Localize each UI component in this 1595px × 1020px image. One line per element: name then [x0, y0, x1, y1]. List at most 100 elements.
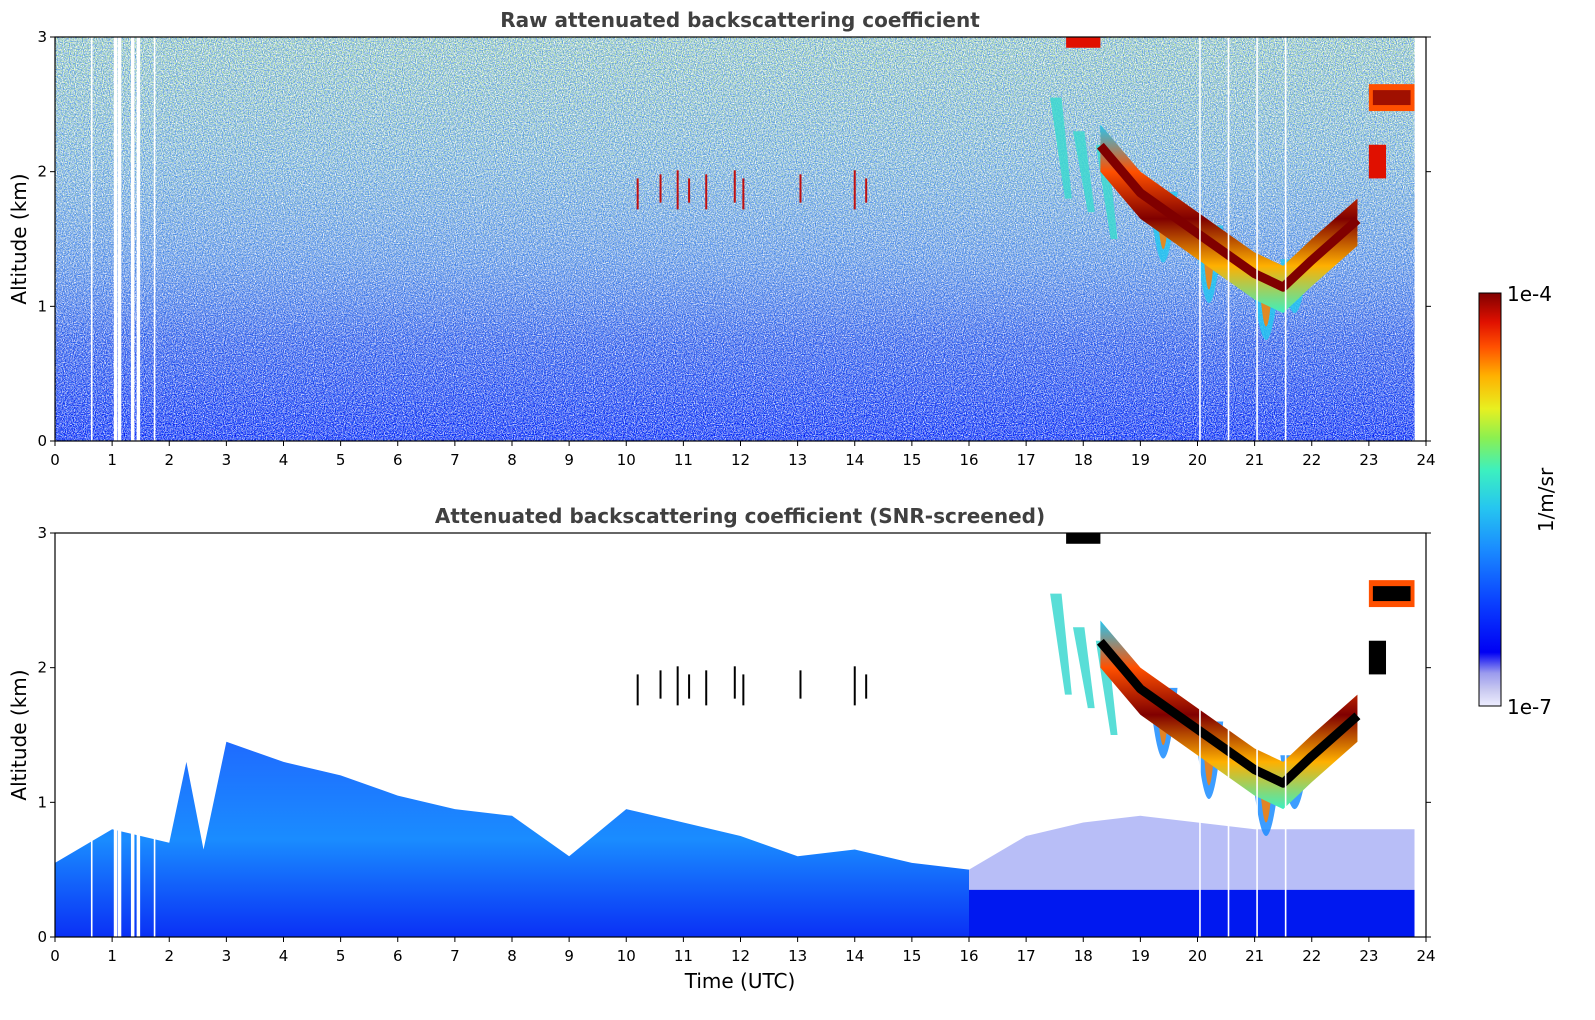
- screened-missing-profiles: [90, 533, 1287, 937]
- x-tick-label: 1: [107, 451, 117, 469]
- x-tick-label: 20: [1188, 451, 1207, 469]
- cloud-band: [1100, 620, 1358, 810]
- missing-profile: [113, 37, 118, 441]
- x-tick-label: 21: [1245, 947, 1264, 965]
- y-tick-label: 1: [37, 297, 47, 315]
- x-tick-label: 0: [50, 451, 60, 469]
- y-tick-label: 0: [37, 928, 47, 946]
- y-tick-label: 3: [37, 28, 47, 46]
- x-tick-label: 15: [902, 947, 921, 965]
- x-tick-label: 9: [564, 947, 574, 965]
- screened-x-axis: 0 1 2 3 4 5 6 7 8 9 10 11 12 13 14 15 16 17 18 19 20 21 22 23 24: [50, 937, 1436, 965]
- missing-profile: [90, 37, 93, 441]
- top-cloud: [1066, 533, 1101, 544]
- missing-profile: [136, 533, 141, 937]
- ice-plume: [1050, 593, 1072, 695]
- x-tick-label: 6: [393, 947, 403, 965]
- screened-heatmap: [55, 533, 1426, 937]
- screened-y-axis: 0 1 2 3: [37, 524, 1431, 946]
- colorbar: 1e-4 1e-7 1/m/sr: [1478, 282, 1558, 719]
- x-tick-label: 20: [1188, 947, 1207, 965]
- screened-no-data-region: [1414, 533, 1426, 937]
- x-tick-label: 3: [222, 947, 232, 965]
- screened-backscatter-panel: Attenuated backscattering coefficient (S…: [7, 504, 1436, 993]
- y-tick-label: 3: [37, 524, 47, 542]
- missing-profile: [1256, 37, 1258, 441]
- colorbar-max-label: 1e-4: [1507, 282, 1552, 306]
- x-tick-label: 16: [959, 451, 978, 469]
- colorbar-label: 1/m/sr: [1534, 467, 1558, 532]
- cloud-core: [1096, 638, 1361, 788]
- x-tick-label: 21: [1245, 451, 1264, 469]
- x-tick-label: 13: [788, 451, 807, 469]
- missing-profile: [130, 37, 135, 441]
- missing-profile: [117, 37, 122, 441]
- missing-profile: [90, 533, 93, 937]
- y-tick-label: 2: [37, 659, 47, 677]
- x-tick-label: 7: [450, 451, 460, 469]
- top-cloud: [1066, 37, 1101, 48]
- missing-profile: [1284, 37, 1287, 441]
- x-tick-label: 19: [1131, 947, 1150, 965]
- x-tick-label: 18: [1074, 451, 1093, 469]
- x-tick-label: 11: [674, 451, 693, 469]
- raw-heatmap: [55, 37, 1426, 441]
- x-tick-label: 22: [1302, 947, 1321, 965]
- small-cloud: [1368, 640, 1387, 675]
- x-tick-label: 24: [1416, 947, 1435, 965]
- raw-missing-profiles: [90, 37, 1287, 441]
- x-tick-label: 9: [564, 451, 574, 469]
- x-tick-label: 5: [336, 947, 346, 965]
- upper-cloud-core: [1372, 90, 1411, 106]
- cloud-band: [1100, 124, 1358, 314]
- screened-late-day-base: [969, 889, 1415, 937]
- x-tick-label: 17: [1017, 947, 1036, 965]
- x-tick-label: 2: [164, 451, 174, 469]
- x-tick-label: 23: [1359, 947, 1378, 965]
- x-tick-label: 12: [731, 947, 750, 965]
- ice-plume: [1072, 627, 1095, 709]
- raw-x-axis: 0 1 2 3 4 5 6 7 8 9 10 11 12 13 14 15 16 17 18 19 20 21 22 23 24: [50, 441, 1436, 469]
- screened-cloud-layer: [636, 533, 1415, 836]
- x-tick-label: 10: [617, 451, 636, 469]
- x-axis-label: Time (UTC): [684, 969, 796, 993]
- x-tick-label: 3: [222, 451, 232, 469]
- missing-profile: [1284, 533, 1287, 937]
- x-tick-label: 15: [902, 451, 921, 469]
- raw-backscatter-panel: Raw attenuated backscattering coefficien…: [7, 8, 1436, 469]
- x-tick-label: 1: [107, 947, 117, 965]
- x-tick-label: 0: [50, 947, 60, 965]
- missing-profile: [153, 37, 156, 441]
- x-tick-label: 23: [1359, 451, 1378, 469]
- x-tick-label: 12: [731, 451, 750, 469]
- raw-y-axis: 0 1 2 3: [37, 28, 1431, 450]
- ice-plume: [1050, 97, 1072, 199]
- missing-profile: [153, 533, 156, 937]
- missing-profile: [113, 533, 118, 937]
- missing-profile: [1256, 533, 1258, 937]
- upper-cloud-core: [1372, 586, 1411, 602]
- screened-y-axis-label: Altitude (km): [7, 669, 31, 800]
- y-tick-label: 2: [37, 163, 47, 181]
- small-cloud: [1368, 144, 1387, 179]
- missing-profile: [136, 37, 141, 441]
- colorbar-min-label: 1e-7: [1507, 695, 1552, 719]
- x-tick-label: 4: [279, 451, 289, 469]
- x-tick-label: 13: [788, 947, 807, 965]
- x-tick-label: 22: [1302, 451, 1321, 469]
- x-tick-label: 24: [1416, 451, 1435, 469]
- x-tick-label: 17: [1017, 451, 1036, 469]
- x-tick-label: 8: [507, 947, 517, 965]
- x-tick-label: 8: [507, 451, 517, 469]
- x-tick-label: 2: [164, 947, 174, 965]
- raw-no-data-region: [1414, 37, 1426, 441]
- x-tick-label: 14: [845, 451, 864, 469]
- screened-boundary-layer: [55, 741, 969, 937]
- missing-profile: [130, 533, 135, 937]
- raw-panel-title: Raw attenuated backscattering coefficien…: [500, 8, 980, 32]
- x-tick-label: 16: [959, 947, 978, 965]
- screened-panel-title: Attenuated backscattering coefficient (S…: [435, 504, 1045, 528]
- missing-profile: [1227, 533, 1230, 937]
- x-tick-label: 14: [845, 947, 864, 965]
